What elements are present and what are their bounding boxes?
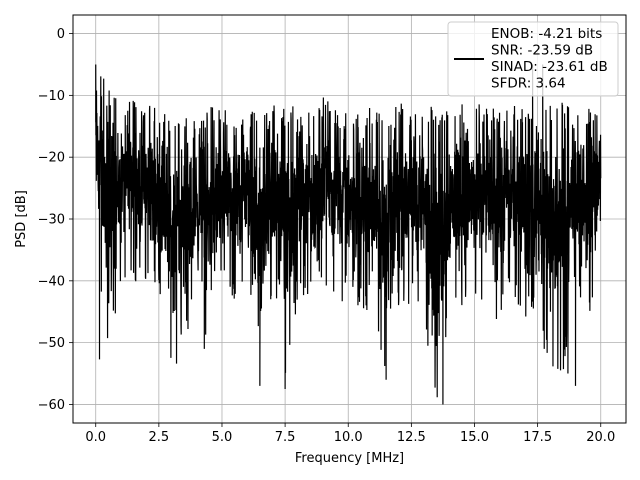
x-axis-ticks: 0.0 2.5 5.0 7.5 10.0 12.5 15.0 17.5 20.0: [85, 423, 615, 445]
psd-series-line: [95, 64, 602, 405]
x-tick-label: 20.0: [586, 430, 615, 445]
legend-snr: SNR: -23.59 dB: [491, 43, 593, 59]
y-tick-label: −50: [38, 336, 65, 351]
x-tick-label: 5.0: [212, 430, 233, 445]
legend: ENOB: -4.21 bits SNR: -23.59 dB SINAD: -…: [447, 21, 619, 97]
x-tick-label: 7.5: [275, 430, 296, 445]
legend-enob: ENOB: -4.21 bits: [491, 26, 602, 42]
legend-sfdr: SFDR: 3.64: [491, 76, 566, 92]
x-tick-label: 2.5: [149, 430, 170, 445]
plot-area: [95, 64, 602, 405]
x-tick-label: 10.0: [334, 430, 363, 445]
x-tick-label: 17.5: [523, 430, 552, 445]
y-tick-label: −30: [38, 213, 65, 228]
y-tick-label: −10: [38, 89, 65, 104]
legend-box: [447, 21, 619, 97]
legend-sinad: SINAD: -23.61 dB: [491, 59, 608, 75]
y-tick-label: −20: [38, 151, 65, 166]
y-axis-label: PSD [dB]: [14, 190, 29, 248]
y-tick-label: −60: [38, 398, 65, 413]
x-axis-label: Frequency [MHz]: [295, 451, 404, 466]
y-axis-ticks: 0 −10 −20 −30 −40 −50 −60: [38, 27, 73, 413]
x-tick-label: 0.0: [85, 430, 106, 445]
x-tick-label: 15.0: [460, 430, 489, 445]
y-tick-label: 0: [57, 27, 65, 42]
x-tick-label: 12.5: [397, 430, 426, 445]
y-tick-label: −40: [38, 274, 65, 289]
